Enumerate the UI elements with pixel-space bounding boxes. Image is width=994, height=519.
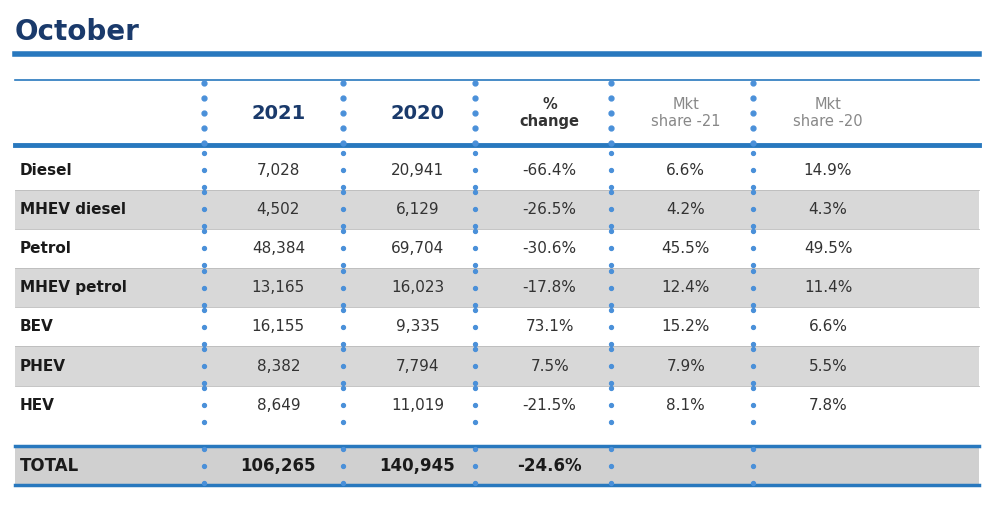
Text: 20,941: 20,941 bbox=[391, 162, 444, 177]
Text: BEV: BEV bbox=[20, 319, 54, 334]
Text: MHEV petrol: MHEV petrol bbox=[20, 280, 127, 295]
Text: 45.5%: 45.5% bbox=[662, 241, 710, 256]
Text: 15.2%: 15.2% bbox=[662, 319, 710, 334]
Text: 8,382: 8,382 bbox=[256, 359, 300, 374]
Text: HEV: HEV bbox=[20, 398, 55, 413]
Text: 8.1%: 8.1% bbox=[667, 398, 705, 413]
Text: 6.6%: 6.6% bbox=[808, 319, 848, 334]
Text: Petrol: Petrol bbox=[20, 241, 72, 256]
Text: 7.5%: 7.5% bbox=[531, 359, 569, 374]
Text: Mkt
share -21: Mkt share -21 bbox=[651, 97, 721, 129]
Text: 106,265: 106,265 bbox=[241, 457, 316, 475]
Text: 16,155: 16,155 bbox=[251, 319, 305, 334]
Text: 140,945: 140,945 bbox=[380, 457, 455, 475]
Text: -24.6%: -24.6% bbox=[517, 457, 582, 475]
Bar bbox=[15, 268, 979, 307]
Text: MHEV diesel: MHEV diesel bbox=[20, 202, 126, 217]
Text: 11,019: 11,019 bbox=[391, 398, 444, 413]
Text: 48,384: 48,384 bbox=[251, 241, 305, 256]
Text: %
change: % change bbox=[520, 97, 580, 129]
Text: -17.8%: -17.8% bbox=[523, 280, 577, 295]
Text: 73.1%: 73.1% bbox=[526, 319, 574, 334]
Text: 4.2%: 4.2% bbox=[667, 202, 705, 217]
Text: 13,165: 13,165 bbox=[251, 280, 305, 295]
Bar bbox=[15, 347, 979, 386]
Text: 5.5%: 5.5% bbox=[809, 359, 847, 374]
Text: -30.6%: -30.6% bbox=[523, 241, 577, 256]
Text: 7.9%: 7.9% bbox=[666, 359, 706, 374]
Text: 11.4%: 11.4% bbox=[804, 280, 852, 295]
Text: PHEV: PHEV bbox=[20, 359, 66, 374]
Text: 69,704: 69,704 bbox=[391, 241, 444, 256]
Text: -26.5%: -26.5% bbox=[523, 202, 577, 217]
Text: Diesel: Diesel bbox=[20, 162, 73, 177]
Bar bbox=[15, 446, 979, 485]
Text: 12.4%: 12.4% bbox=[662, 280, 710, 295]
Text: 4,502: 4,502 bbox=[256, 202, 300, 217]
Text: 49.5%: 49.5% bbox=[804, 241, 852, 256]
Bar bbox=[15, 189, 979, 229]
Text: 6,129: 6,129 bbox=[396, 202, 439, 217]
Text: 14.9%: 14.9% bbox=[804, 162, 852, 177]
Text: TOTAL: TOTAL bbox=[20, 457, 80, 475]
Text: -21.5%: -21.5% bbox=[523, 398, 577, 413]
Text: 7,028: 7,028 bbox=[256, 162, 300, 177]
Text: 7.8%: 7.8% bbox=[809, 398, 847, 413]
Text: 6.6%: 6.6% bbox=[666, 162, 706, 177]
Text: October: October bbox=[15, 18, 140, 46]
Text: 7,794: 7,794 bbox=[396, 359, 439, 374]
Text: 16,023: 16,023 bbox=[391, 280, 444, 295]
Text: 9,335: 9,335 bbox=[396, 319, 439, 334]
Text: 8,649: 8,649 bbox=[256, 398, 300, 413]
Text: Mkt
share -20: Mkt share -20 bbox=[793, 97, 863, 129]
Text: 2021: 2021 bbox=[251, 104, 305, 122]
Text: 4.3%: 4.3% bbox=[808, 202, 848, 217]
Text: 2020: 2020 bbox=[391, 104, 444, 122]
Text: -66.4%: -66.4% bbox=[523, 162, 577, 177]
